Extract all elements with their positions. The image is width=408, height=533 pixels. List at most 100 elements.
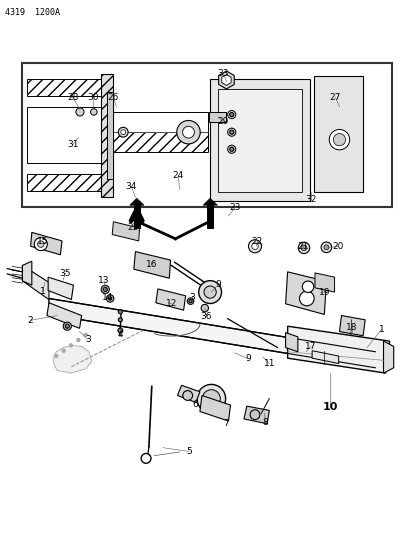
- Circle shape: [248, 240, 262, 253]
- Polygon shape: [47, 303, 82, 328]
- Polygon shape: [22, 261, 32, 285]
- Circle shape: [69, 344, 73, 347]
- Text: 34: 34: [126, 182, 137, 191]
- Circle shape: [250, 410, 260, 419]
- Circle shape: [199, 281, 222, 303]
- Polygon shape: [134, 252, 171, 278]
- Polygon shape: [222, 75, 231, 85]
- Polygon shape: [219, 71, 234, 89]
- Circle shape: [91, 109, 97, 115]
- Text: 29: 29: [217, 117, 229, 126]
- Text: 9: 9: [215, 280, 221, 289]
- Text: 9: 9: [245, 354, 251, 363]
- Polygon shape: [200, 395, 231, 421]
- Text: 13: 13: [98, 277, 110, 285]
- Circle shape: [101, 285, 109, 294]
- Circle shape: [230, 130, 234, 134]
- Text: 12: 12: [166, 300, 177, 308]
- Circle shape: [121, 130, 126, 135]
- Text: 21: 21: [297, 242, 308, 251]
- Circle shape: [76, 108, 84, 116]
- Text: 36: 36: [201, 312, 212, 320]
- Circle shape: [299, 291, 314, 306]
- Circle shape: [228, 110, 236, 119]
- Circle shape: [34, 238, 47, 251]
- Polygon shape: [156, 289, 186, 310]
- Polygon shape: [203, 198, 217, 205]
- Circle shape: [302, 281, 314, 293]
- Circle shape: [230, 147, 234, 151]
- Circle shape: [183, 391, 193, 400]
- Circle shape: [201, 304, 208, 312]
- Text: 32: 32: [305, 196, 317, 204]
- Polygon shape: [288, 326, 390, 373]
- Text: 30: 30: [87, 93, 99, 102]
- Text: 24: 24: [173, 172, 184, 180]
- Text: 1: 1: [379, 325, 384, 334]
- Polygon shape: [22, 265, 49, 300]
- Polygon shape: [209, 112, 226, 122]
- Text: 31: 31: [67, 141, 78, 149]
- Circle shape: [189, 300, 192, 303]
- Polygon shape: [286, 333, 298, 352]
- Text: 28: 28: [67, 93, 78, 102]
- Circle shape: [298, 242, 310, 254]
- Text: 26: 26: [108, 93, 119, 102]
- Polygon shape: [49, 298, 375, 368]
- Circle shape: [301, 245, 307, 251]
- Circle shape: [118, 310, 122, 314]
- Polygon shape: [177, 385, 200, 402]
- Bar: [314, 76, 363, 192]
- Polygon shape: [31, 232, 62, 255]
- Bar: [27, 79, 108, 96]
- Text: 25: 25: [127, 223, 139, 232]
- Circle shape: [118, 127, 128, 137]
- Circle shape: [324, 245, 329, 250]
- Text: 5: 5: [186, 447, 192, 456]
- Bar: [27, 107, 108, 163]
- Text: 23: 23: [230, 203, 241, 212]
- Circle shape: [106, 295, 114, 302]
- Text: 33: 33: [217, 69, 229, 77]
- Text: 18: 18: [346, 324, 357, 332]
- Text: 3: 3: [85, 335, 91, 344]
- Polygon shape: [384, 341, 394, 373]
- Bar: [101, 74, 113, 197]
- Polygon shape: [312, 351, 339, 364]
- Bar: [27, 174, 108, 191]
- Circle shape: [63, 322, 71, 330]
- Text: 10: 10: [323, 402, 338, 411]
- Circle shape: [252, 243, 258, 249]
- Circle shape: [118, 318, 122, 322]
- Circle shape: [228, 128, 236, 136]
- Bar: [113, 112, 208, 132]
- Text: 2: 2: [28, 316, 33, 325]
- Text: 20: 20: [332, 242, 344, 251]
- Text: 11: 11: [264, 359, 275, 368]
- Text: 6: 6: [192, 400, 198, 408]
- Text: 22: 22: [252, 237, 263, 246]
- Text: 15: 15: [37, 237, 48, 246]
- Bar: [218, 88, 302, 192]
- Circle shape: [187, 298, 194, 304]
- Bar: [210, 79, 310, 201]
- Text: 4319  1200A: 4319 1200A: [5, 8, 60, 17]
- Text: 17: 17: [305, 342, 317, 351]
- Polygon shape: [244, 406, 269, 424]
- Circle shape: [329, 130, 350, 150]
- Polygon shape: [339, 316, 365, 336]
- Text: 14: 14: [102, 293, 114, 302]
- Circle shape: [197, 384, 226, 413]
- Circle shape: [230, 112, 234, 117]
- Circle shape: [204, 286, 216, 298]
- Polygon shape: [286, 272, 326, 314]
- Circle shape: [77, 338, 80, 342]
- Circle shape: [55, 354, 58, 358]
- Circle shape: [177, 120, 200, 144]
- Text: 7: 7: [224, 419, 229, 428]
- Text: 27: 27: [330, 93, 341, 102]
- Circle shape: [109, 297, 112, 300]
- Circle shape: [65, 324, 69, 328]
- Text: 16: 16: [146, 261, 157, 269]
- Circle shape: [228, 145, 236, 154]
